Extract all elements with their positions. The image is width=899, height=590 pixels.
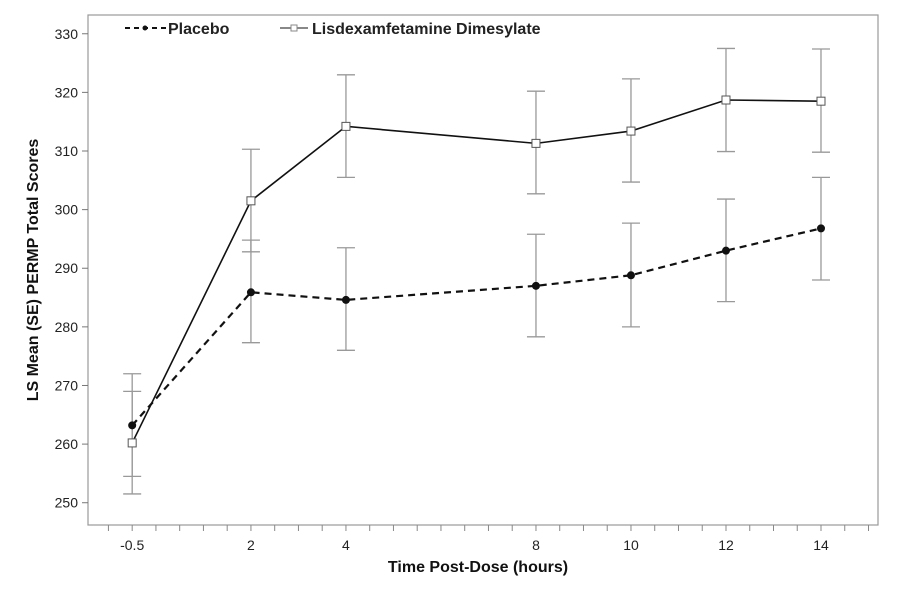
x-tick-label: 2 — [247, 537, 255, 553]
ldx-data-point — [127, 438, 137, 448]
x-tick-label: 12 — [718, 537, 734, 553]
legend: Placebo Lisdexamfetamine Dimesylate — [125, 21, 541, 38]
x-tick-label: -0.5 — [120, 537, 144, 553]
placebo-data-point — [341, 295, 350, 304]
y-tick-label: 270 — [55, 377, 79, 393]
x-tick-label: 14 — [813, 537, 829, 553]
plot-frame — [87, 14, 879, 526]
y-tick-label: 310 — [55, 143, 79, 159]
ldx-data-point — [816, 96, 826, 106]
y-tick-label: 260 — [55, 436, 79, 452]
placebo-data-point — [626, 271, 635, 280]
y-tick-label: 330 — [55, 26, 79, 42]
ldx-data-point — [721, 95, 731, 105]
y-axis-label: LS Mean (SE) PERMP Total Scores — [25, 139, 42, 402]
placebo-data-point — [128, 421, 137, 430]
y-tick-label: 280 — [55, 319, 79, 335]
ldx-data-point — [531, 138, 541, 148]
x-tick-label: 4 — [342, 537, 350, 553]
legend-placebo-marker — [142, 25, 148, 31]
x-axis-label: Time Post-Dose (hours) — [388, 559, 568, 576]
placebo-data-point — [246, 288, 255, 297]
ldx-data-point — [246, 196, 256, 206]
legend-ldx-label: Lisdexamfetamine Dimesylate — [312, 21, 541, 38]
legend-ldx-marker — [290, 24, 298, 32]
placebo-series-line — [131, 227, 822, 427]
x-tick-label: 10 — [623, 537, 639, 553]
y-tick-label: 320 — [55, 84, 79, 100]
ldx-data-point — [341, 121, 351, 131]
placebo-data-point — [721, 246, 730, 255]
x-tick-label: 8 — [532, 537, 540, 553]
y-tick-label: 300 — [55, 202, 79, 218]
y-tick-label: 290 — [55, 260, 79, 276]
ldx-data-point — [626, 126, 636, 136]
placebo-data-point — [531, 281, 540, 290]
placebo-data-point — [816, 224, 825, 233]
y-tick-label: 250 — [55, 495, 79, 511]
legend-placebo-label: Placebo — [168, 21, 230, 38]
